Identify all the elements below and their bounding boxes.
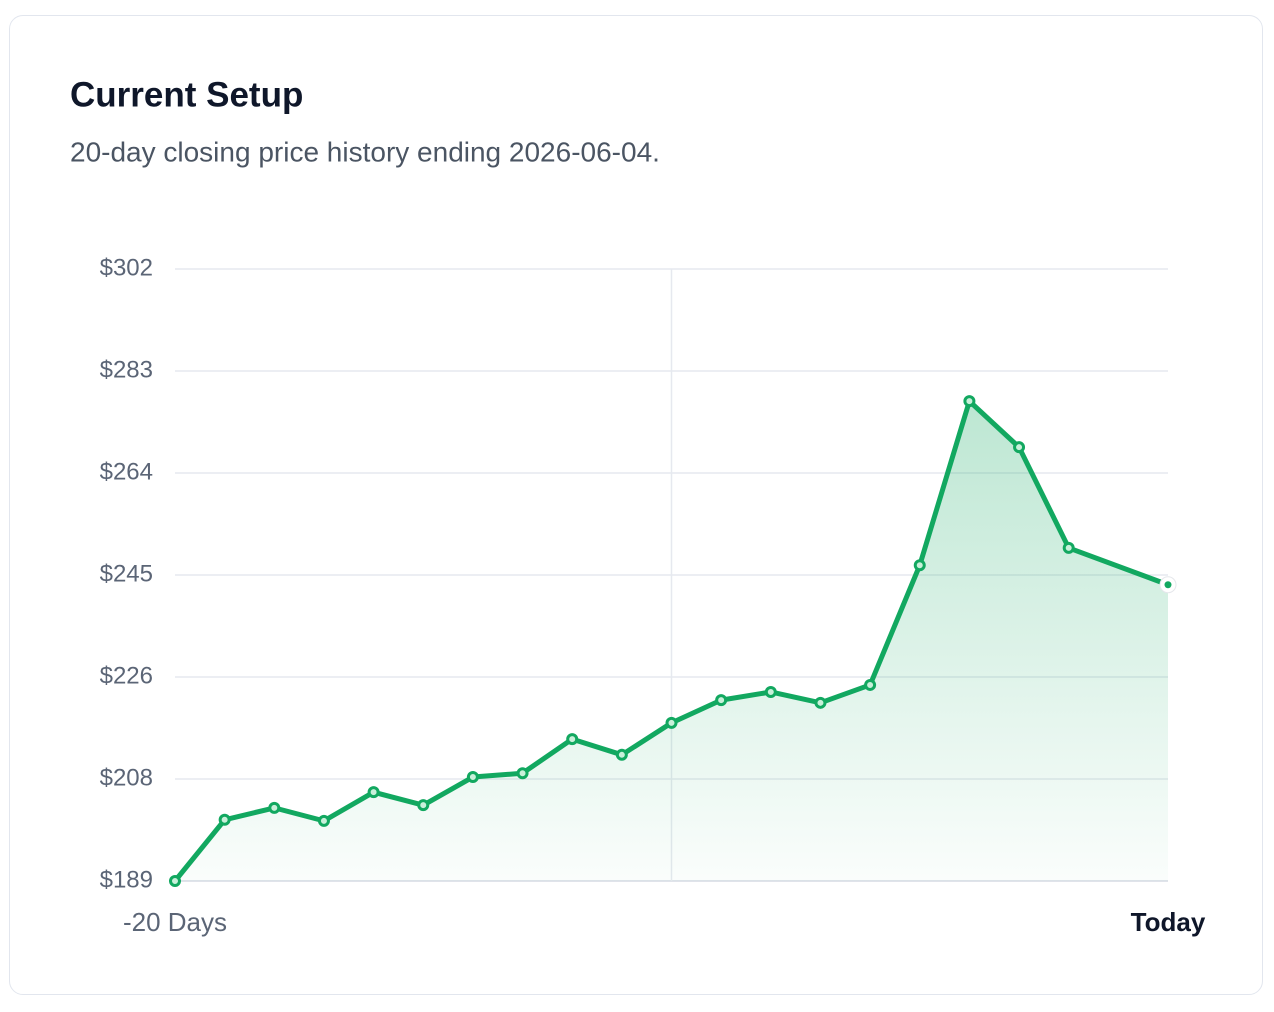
point xyxy=(516,767,529,780)
chart-title: Current Setup xyxy=(70,75,303,114)
point xyxy=(1062,541,1075,554)
point xyxy=(268,801,281,814)
point xyxy=(764,685,777,698)
point xyxy=(218,813,231,826)
point xyxy=(466,771,479,784)
line xyxy=(173,398,1169,883)
area xyxy=(175,401,1168,881)
y-tick-label: $189 xyxy=(100,866,153,893)
x-tick-label: -20 Days xyxy=(123,907,227,937)
point xyxy=(566,733,579,746)
y-tick-label: $283 xyxy=(100,356,153,383)
point xyxy=(317,814,330,827)
y-tick-label: $226 xyxy=(100,662,153,689)
point xyxy=(963,395,976,408)
y-tick-label: $302 xyxy=(100,254,153,281)
y-tick-label: $264 xyxy=(100,458,153,485)
point xyxy=(665,716,678,729)
point xyxy=(367,786,380,799)
chart-subtitle: 20-day closing price history ending 2026… xyxy=(70,136,660,167)
point xyxy=(864,678,877,691)
point xyxy=(814,696,827,709)
point xyxy=(1013,441,1026,454)
x-tick-label: Today xyxy=(1131,907,1206,937)
point xyxy=(913,559,926,572)
y-tick-label: $208 xyxy=(100,764,153,791)
point xyxy=(417,799,430,812)
point xyxy=(715,694,728,707)
point-last-core xyxy=(1164,581,1172,589)
point xyxy=(169,875,181,887)
card xyxy=(9,15,1263,995)
y-tick-label: $245 xyxy=(100,560,153,587)
point xyxy=(615,748,628,761)
